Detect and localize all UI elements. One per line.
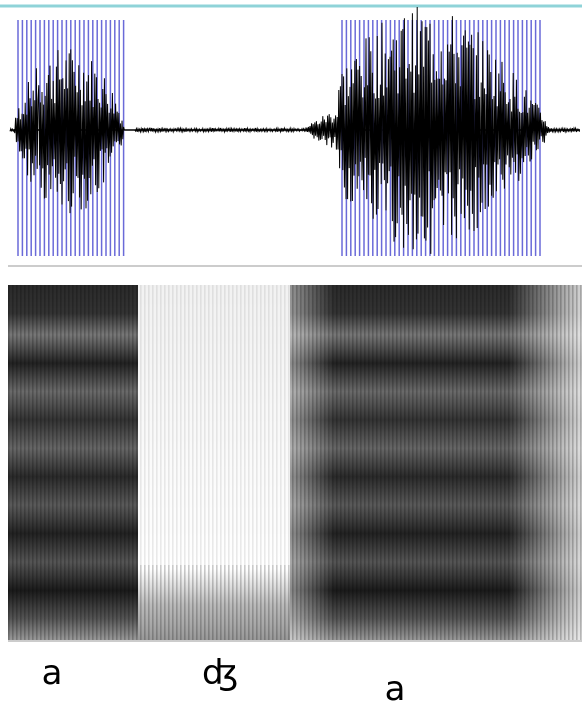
affricate-region <box>138 285 290 565</box>
waveform <box>10 7 580 254</box>
praat-window: a ʤ a <box>0 0 582 704</box>
glottal-striations <box>8 285 582 640</box>
waveform-panel <box>10 7 580 256</box>
spectrogram-panel <box>8 285 582 640</box>
segment-label: a <box>42 653 63 693</box>
segment-label: ʤ <box>202 653 238 693</box>
segment-label: a <box>385 669 406 704</box>
page: a ʤ a (() => { const data = JSON.parse(d… <box>0 0 582 704</box>
